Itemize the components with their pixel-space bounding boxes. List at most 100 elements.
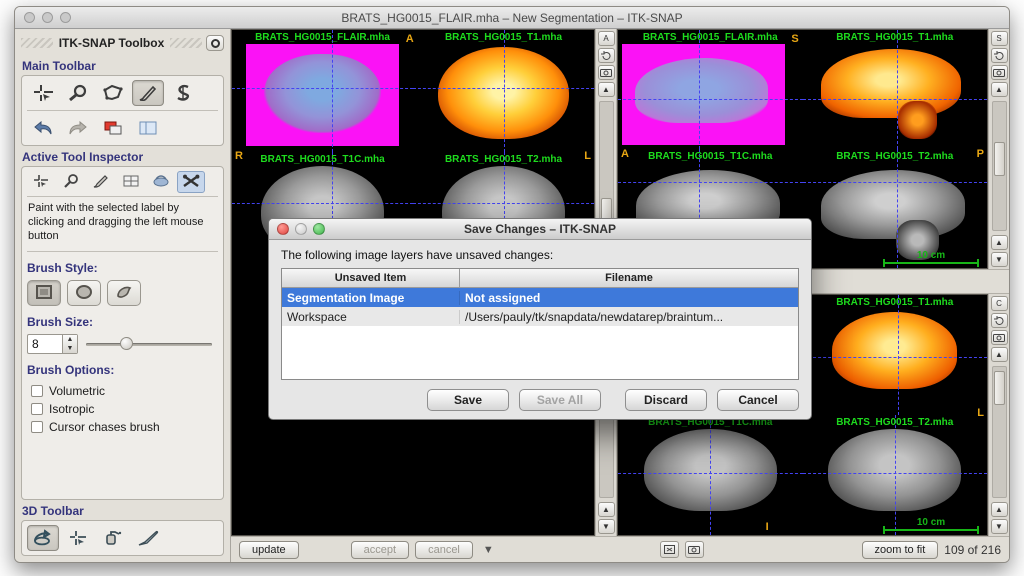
expand-view-button[interactable] — [659, 541, 679, 558]
dialog-title: Save Changes – ITK-SNAP — [463, 222, 617, 236]
snake-tool-button[interactable] — [167, 80, 199, 106]
sagittal-t2-tile[interactable]: BRATS_HG0015_T2.mha 10 cm — [802, 149, 987, 268]
slice-down-button[interactable]: ▼ — [597, 519, 615, 534]
save-all-button[interactable]: Save All — [519, 389, 601, 411]
polygon-tool-button[interactable] — [97, 80, 129, 106]
layer-filename: BRATS_HG0015_T2.mha — [836, 151, 954, 162]
paintbrush-icon — [138, 84, 158, 102]
layer-inspector-button[interactable] — [97, 115, 129, 141]
save-button[interactable]: Save — [427, 389, 509, 411]
reset-view-button[interactable] — [597, 48, 615, 63]
discard-button[interactable]: Discard — [625, 389, 707, 411]
brain-image — [832, 311, 958, 389]
slice-down-button[interactable]: ▼ — [990, 519, 1008, 534]
dialog-titlebar[interactable]: Save Changes – ITK-SNAP — [269, 219, 811, 240]
axial-t1-tile[interactable]: BRATS_HG0015_T1.mha — [413, 30, 594, 152]
close-window-button[interactable] — [24, 12, 35, 23]
tab-polygon-inspector[interactable] — [117, 171, 145, 193]
table-row-workspace[interactable]: Workspace /Users/pauly/tk/snapdata/newda… — [282, 307, 798, 326]
brush-size-slider[interactable] — [86, 336, 218, 352]
brush-size-steppers[interactable]: ▲ ▼ — [62, 335, 77, 354]
layout-button[interactable] — [132, 115, 164, 141]
coronal-t1-tile[interactable]: BRATS_HG0015_T1.mha — [802, 295, 987, 415]
brush-style-adaptive-button[interactable] — [107, 280, 141, 307]
column-header-filename[interactable]: Filename — [605, 272, 653, 284]
coronal-t2-tile[interactable]: BRATS_HG0015_T2.mha 10 cm — [802, 415, 987, 535]
volumetric-option[interactable]: Volumetric — [31, 384, 218, 398]
screenshot-button[interactable] — [684, 541, 704, 558]
sagittal-view-letter-button[interactable]: S — [990, 31, 1008, 46]
scrollbar-thumb[interactable] — [993, 142, 1005, 176]
screenshot-button[interactable] — [597, 65, 615, 80]
tab-crosshair-inspector[interactable] — [27, 171, 55, 193]
paintbrush-tool-button[interactable] — [132, 80, 164, 106]
zoom-dialog-button[interactable] — [313, 223, 325, 235]
reset-view-button[interactable] — [990, 313, 1008, 328]
zoom-window-button[interactable] — [60, 12, 71, 23]
brush-style-square-button[interactable] — [27, 280, 61, 307]
slice-down-button[interactable]: ▼ — [990, 252, 1008, 267]
coronal-view-letter-button[interactable]: C — [990, 296, 1008, 311]
coronal-side-strip: C ▲ ▲ ▼ — [988, 294, 1009, 536]
zoom-tool-button[interactable] — [62, 80, 94, 106]
axial-flair-tile[interactable]: BRATS_HG0015_FLAIR.mha — [232, 30, 413, 152]
slice-up-button[interactable]: ▲ — [597, 502, 615, 517]
coronal-slice-scrollbar[interactable] — [991, 366, 1007, 498]
volumetric-checkbox[interactable] — [31, 385, 43, 398]
tool-description: Paint with the selected label by clickin… — [28, 202, 204, 242]
crosshair-horizontal — [802, 357, 987, 359]
scrollbar-thumb[interactable] — [993, 371, 1005, 405]
collapse-panel-button[interactable]: ▲ — [990, 82, 1008, 97]
close-dialog-button[interactable] — [277, 223, 289, 235]
crosshair-horizontal — [802, 182, 987, 184]
screenshot-button[interactable] — [990, 330, 1008, 345]
column-header-unsaved-item[interactable]: Unsaved Item — [282, 269, 460, 287]
isotropic-checkbox[interactable] — [31, 403, 43, 416]
slice-up-button[interactable]: ▲ — [990, 502, 1008, 517]
axial-view-letter-button[interactable]: A — [597, 31, 615, 46]
redo-button[interactable] — [62, 115, 94, 141]
table-row-segmentation[interactable]: Segmentation Image Not assigned — [282, 288, 798, 307]
sagittal-flair-tile[interactable]: BRATS_HG0015_FLAIR.mha — [618, 30, 803, 149]
sagittal-t1-tile[interactable]: BRATS_HG0015_T1.mha — [802, 30, 987, 149]
minimize-window-button[interactable] — [42, 12, 53, 23]
collapse-panel-button[interactable]: ▲ — [990, 347, 1008, 362]
window-titlebar[interactable]: BRATS_HG0015_FLAIR.mha – New Segmentatio… — [15, 7, 1009, 29]
tab-zoom-inspector[interactable] — [57, 171, 85, 193]
sagittal-slice-scrollbar[interactable] — [991, 101, 1007, 231]
isotropic-option[interactable]: Isotropic — [31, 402, 218, 416]
tab-snake-inspector[interactable] — [147, 171, 175, 193]
cancel-dialog-button[interactable]: Cancel — [717, 389, 799, 411]
coronal-t1c-tile[interactable]: BRATS_HG0015_T1C.mha — [618, 415, 803, 535]
trackball-3d-button[interactable] — [27, 525, 59, 551]
cancel-button[interactable]: cancel — [415, 540, 473, 559]
update-mesh-button[interactable]: update — [239, 540, 299, 559]
zoom-to-fit-button[interactable]: zoom to fit — [861, 540, 939, 559]
brush-size-value[interactable]: 8 — [32, 337, 39, 352]
scalpel-3d-button[interactable] — [132, 525, 164, 551]
chevron-down-icon[interactable]: ▼ — [482, 543, 494, 556]
cursor-chases-checkbox[interactable] — [31, 421, 43, 434]
inspector-group: Paint with the selected label by clickin… — [21, 166, 224, 500]
minimize-dialog-button[interactable] — [295, 223, 307, 235]
collapse-panel-button[interactable]: ▲ — [597, 82, 615, 97]
crosshair-3d-button[interactable] — [62, 525, 94, 551]
cursor-chases-option[interactable]: Cursor chases brush — [31, 420, 218, 434]
unsaved-items-table[interactable]: Unsaved Item Filename Segmentation Image… — [281, 268, 799, 380]
accept-button[interactable]: accept — [350, 540, 410, 559]
dialog-message: The following image layers have unsaved … — [281, 248, 554, 262]
reset-view-button[interactable] — [990, 48, 1008, 63]
toolbox-float-button[interactable] — [206, 35, 224, 51]
tab-paintbrush-inspector[interactable] — [87, 171, 115, 193]
undo-button[interactable] — [27, 115, 59, 141]
brush-style-round-button[interactable] — [67, 280, 101, 307]
spraypaint-3d-button[interactable] — [97, 525, 129, 551]
crosshair-icon — [33, 174, 49, 191]
tab-tools-inspector[interactable] — [177, 171, 205, 193]
crosshair-tool-button[interactable] — [27, 80, 59, 106]
slider-thumb[interactable] — [120, 337, 134, 351]
screenshot-button[interactable] — [990, 65, 1008, 80]
slice-up-button[interactable]: ▲ — [990, 235, 1008, 250]
brush-size-spinner[interactable]: 8 ▲ ▼ — [27, 334, 78, 355]
